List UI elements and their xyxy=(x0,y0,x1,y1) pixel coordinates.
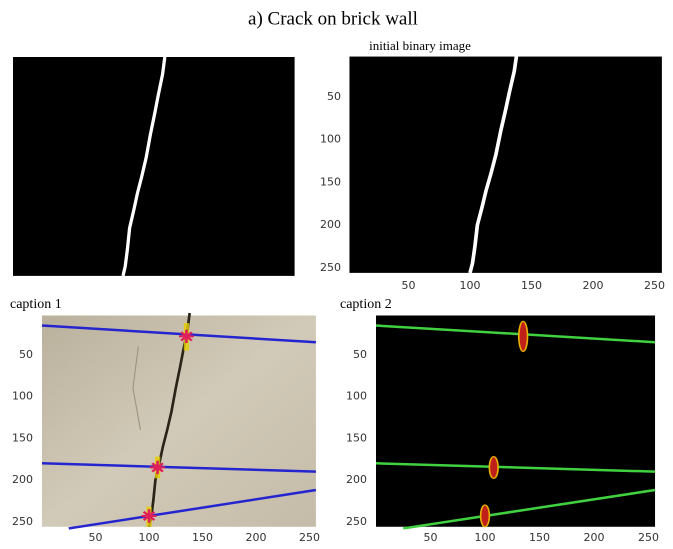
x-tick-label: 200 xyxy=(584,531,605,544)
x-tick-label: 150 xyxy=(529,531,550,544)
panel-title: initial binary image xyxy=(369,38,471,53)
x-tick-label: 200 xyxy=(246,531,267,544)
x-tick-label: 250 xyxy=(299,531,320,544)
x-tick-label: 100 xyxy=(139,531,160,544)
y-tick-label: 250 xyxy=(346,515,367,528)
x-tick-label: 50 xyxy=(402,279,416,292)
y-tick-label: 100 xyxy=(12,390,33,403)
x-tick-label: 150 xyxy=(521,279,542,292)
image-binary xyxy=(349,52,662,275)
image-plain xyxy=(13,55,295,278)
y-tick-label: 150 xyxy=(320,175,341,188)
panel-title: caption 2 xyxy=(340,297,392,312)
x-tick-label: 50 xyxy=(424,531,438,544)
image-lines xyxy=(375,315,656,530)
y-tick-label: 200 xyxy=(12,473,33,486)
x-tick-label: 200 xyxy=(583,279,604,292)
y-tick-label: 50 xyxy=(353,348,367,361)
panel-title: caption 1 xyxy=(10,297,62,312)
x-tick-label: 50 xyxy=(89,531,103,544)
x-tick-label: 250 xyxy=(638,531,659,544)
y-tick-label: 50 xyxy=(19,348,33,361)
x-tick-label: 100 xyxy=(475,531,496,544)
y-tick-label: 250 xyxy=(320,261,341,274)
x-tick-label: 100 xyxy=(460,279,481,292)
y-tick-label: 200 xyxy=(346,473,367,486)
y-tick-label: 100 xyxy=(320,133,341,146)
y-tick-label: 100 xyxy=(346,390,367,403)
y-tick-label: 150 xyxy=(12,431,33,444)
y-tick-label: 250 xyxy=(12,515,33,528)
x-tick-label: 150 xyxy=(192,531,213,544)
image-wall xyxy=(41,311,317,530)
y-tick-label: 200 xyxy=(320,218,341,231)
x-tick-label: 250 xyxy=(644,279,665,292)
y-tick-label: 150 xyxy=(346,431,367,444)
y-tick-label: 50 xyxy=(327,90,341,103)
figure-title: a) Crack on brick wall xyxy=(248,8,418,29)
